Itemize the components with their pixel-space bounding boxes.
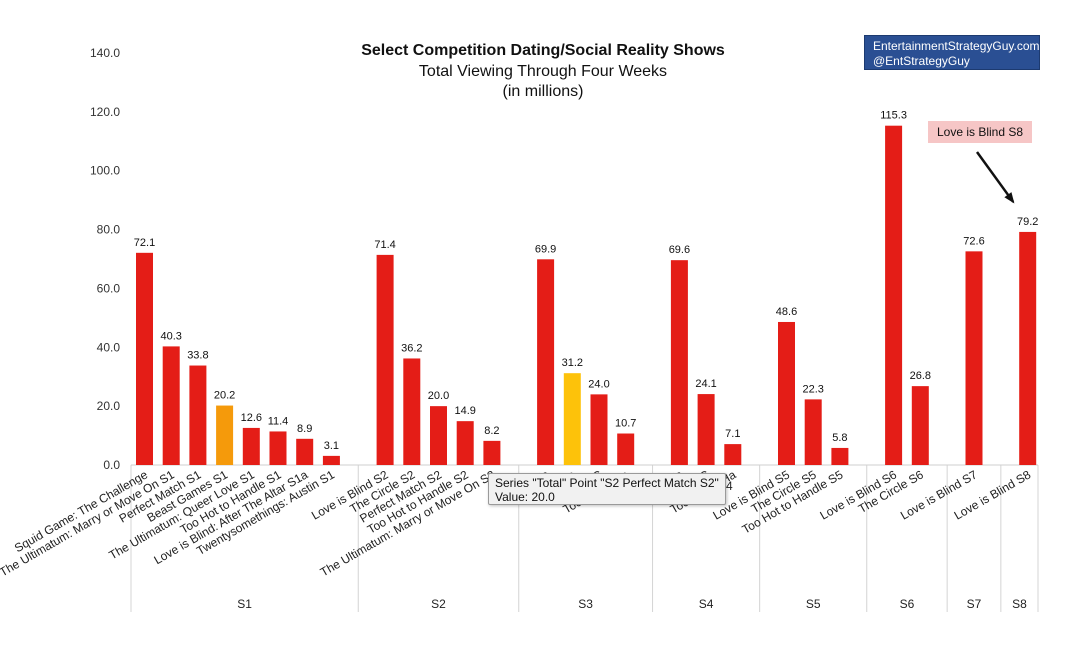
bar-value-label: 12.6 [241,412,262,424]
group-label: S1 [237,597,252,611]
bar-value-label: 7.1 [725,428,740,440]
bar-value-label: 20.2 [214,390,235,402]
bar [911,386,929,465]
y-tick-label: 80.0 [97,223,121,237]
y-tick-label: 140.0 [90,46,120,60]
bar [831,447,849,465]
bar [216,405,234,465]
watermark-site: EntertainmentStrategyGuy.com [873,39,1040,53]
bar [617,433,635,465]
bar [430,406,447,465]
bar [724,444,742,465]
x-tick-label-fragment: 4 [726,479,733,493]
bar-value-label: 22.3 [802,383,823,395]
bar-value-label: 33.8 [187,350,208,362]
bar [269,431,287,465]
bar [403,358,421,465]
y-tick-label: 0.0 [103,458,120,472]
bar-value-label: 40.3 [160,330,181,342]
annotation-callout: Love is Blind S8 [928,121,1032,143]
bar [162,346,180,465]
bar-value-label: 69.6 [669,244,690,256]
bar [697,394,715,465]
hover-tooltip: Series "Total" Point "S2 Perfect Match S… [488,473,726,505]
bar-value-label: 72.6 [963,235,984,247]
y-tick-label: 120.0 [90,105,120,119]
group-label: S4 [699,597,714,611]
group-label: S7 [967,597,982,611]
bar [483,440,501,465]
tooltip-series-line: Series "Total" Point "S2 Perfect Match S… [495,476,719,490]
bar-value-label: 72.1 [134,237,155,249]
group-label: S5 [806,597,821,611]
bar [804,399,822,465]
annotation-arrow-head [1004,192,1015,204]
annotation-arrow-shaft [975,151,1015,203]
y-tick-label: 20.0 [97,399,121,413]
bar [189,365,207,465]
bar-value-label: 5.8 [832,432,847,444]
bar-value-label: 36.2 [401,342,422,354]
bar [537,259,555,465]
bar [296,438,314,465]
y-tick-label: 40.0 [97,340,121,354]
bar [242,427,260,465]
chart-title-block: Select Competition Dating/Social Reality… [318,40,768,102]
bar [1019,231,1037,465]
bar-value-label: 69.9 [535,243,556,255]
bar-value-label: 8.9 [297,423,312,435]
bar [136,252,153,465]
y-tick-label: 100.0 [90,164,120,178]
bar-value-label: 24.0 [588,378,609,390]
bar-value-label: 31.2 [562,357,583,369]
bar [322,455,340,465]
bar-value-label: 79.2 [1017,216,1038,228]
bar-value-label: 3.1 [324,440,339,452]
y-tick-label: 60.0 [97,281,121,295]
group-label: S8 [1012,597,1027,611]
chart-subtitle-line-2: (in millions) [502,83,584,100]
bar-value-label: 48.6 [776,306,797,318]
group-label: S2 [431,597,446,611]
bar-value-label: 26.8 [910,370,931,382]
bar [670,260,688,465]
bar-value-label: 24.1 [695,378,716,390]
bar [456,421,474,465]
bar-value-label: 8.2 [484,425,499,437]
bar [563,373,581,465]
bar-value-label: 115.3 [880,110,907,122]
bar-value-label: 14.9 [454,405,475,417]
watermark-box: EntertainmentStrategyGuy.com @EntStrateg… [864,35,1040,70]
watermark-handle: @EntStrategyGuy [873,54,970,68]
chart-subtitle-line-1: Total Viewing Through Four Weeks [418,63,668,80]
bar [376,254,394,465]
group-label: S3 [578,597,593,611]
bar [885,125,903,465]
tooltip-value-line: Value: 20.0 [495,490,555,504]
bar-value-label: 11.4 [268,415,289,427]
group-label: S6 [900,597,915,611]
chart-title: Select Competition Dating/Social Reality… [361,42,725,59]
bar [965,251,983,465]
bar [778,321,795,465]
bar-value-label: 71.4 [374,239,395,251]
bar-value-label: 20.0 [428,390,449,402]
bar [590,394,608,465]
bar-value-label: 10.7 [615,418,636,430]
